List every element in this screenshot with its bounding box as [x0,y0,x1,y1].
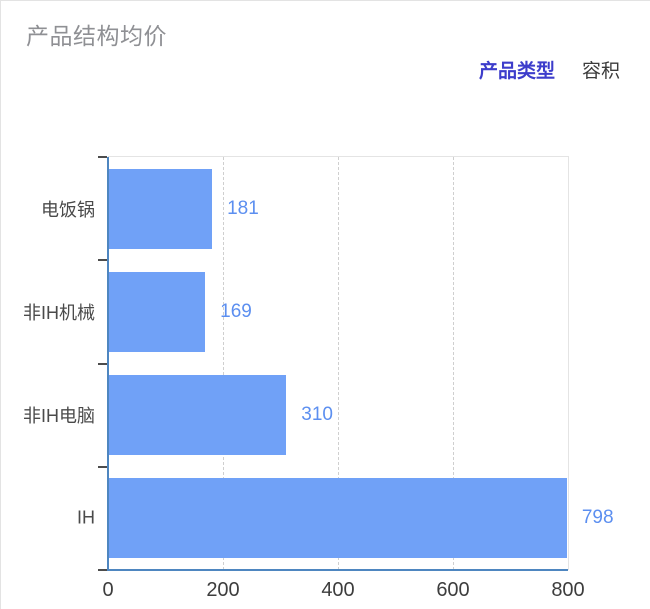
y-axis-tick [98,465,107,468]
y-axis-tick [98,362,107,365]
bar [108,271,206,352]
y-axis-tick [98,156,107,158]
chart-row: 169 非IH机械 [23,260,568,363]
category-label: 非IH电脑 [23,406,95,427]
x-tick-label-400: 400 [321,579,355,601]
y-axis-tick [98,259,107,262]
bar-value-label: 169 [220,300,252,322]
x-tick-label-600: 600 [436,579,470,601]
gridline-400 [338,157,339,570]
tab-product-type[interactable]: 产品类型 [478,61,555,82]
category-label: 电饭锅 [41,199,95,220]
gridline-600 [453,157,454,570]
chart-title: 产品结构均价 [26,23,167,49]
category-label: IH [77,507,95,528]
bar [108,478,567,559]
bar [108,168,213,249]
category-label: 非IH机械 [23,302,95,323]
y-axis-line [107,157,109,571]
x-tick-label-800: 800 [551,579,585,601]
gridline-200 [223,157,224,570]
tab-capacity[interactable]: 容积 [581,61,620,82]
bar-value-label: 310 [301,404,333,426]
bar-value-label: 798 [581,507,614,529]
y-axis-tick [98,569,107,571]
x-axis-line [108,569,568,571]
tab-bar: 产品类型 容积 [479,56,620,83]
bar-value-label: 181 [227,197,259,219]
x-tick-label-200: 200 [206,579,240,601]
chart-row: 181 电饭锅 [41,157,568,260]
bar [108,375,287,456]
plot-area: 0 200 400 600 800 181 电饭锅 169 非IH机械 310 非IH电脑 798 IH [23,156,614,601]
chart-row: 310 非IH电脑 [23,364,568,467]
x-tick-label-0: 0 [102,579,114,601]
chart-row: 798 IH [77,467,614,570]
